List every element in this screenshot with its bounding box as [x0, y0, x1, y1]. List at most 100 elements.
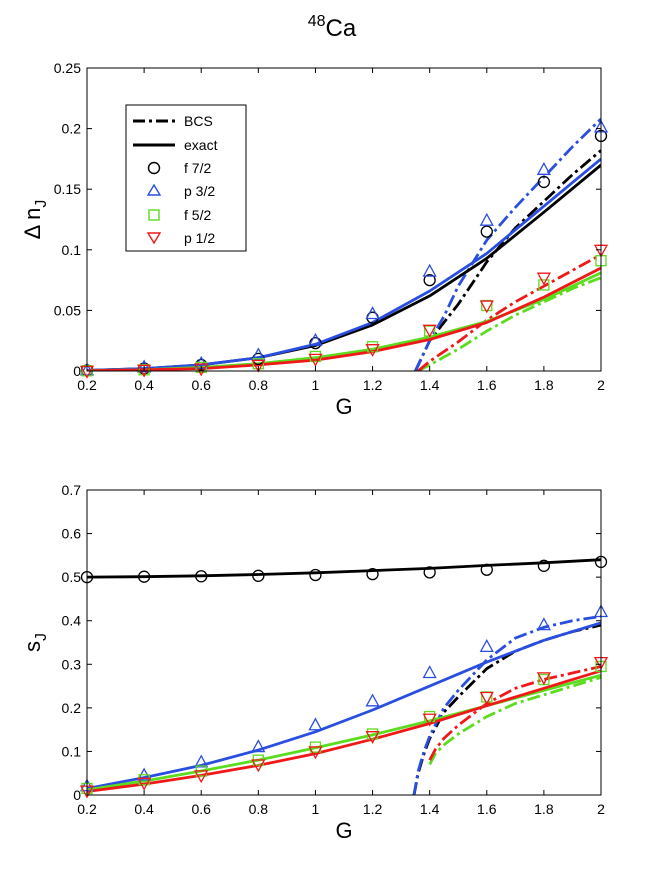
delta-n-ylabel-sub: J	[33, 200, 50, 208]
entropy-ylabel-sub: J	[33, 633, 50, 641]
entropy-exact-p12-line	[87, 669, 601, 793]
delta-n-p32-point-5	[365, 306, 380, 320]
entropy-p32-point-3	[251, 739, 266, 753]
entropy-f72-point-2	[195, 570, 208, 583]
delta-n-xtick-label-4: 1	[312, 377, 320, 393]
delta-n-bcs-p12-line	[417, 253, 601, 371]
delta-n-xtick-label-8: 1.8	[534, 377, 554, 393]
delta-n-f52-point-8	[538, 279, 550, 291]
delta-n-p32-point-7	[479, 212, 494, 226]
entropy-f72-point-3	[252, 569, 265, 582]
figure-title: 48Ca	[308, 13, 357, 42]
delta-n-xtick-label-5: 1.2	[363, 377, 383, 393]
delta-n-xtick-label-1: 0.4	[134, 377, 154, 393]
legend-f72-label: f 7/2	[184, 160, 211, 176]
delta-n-xtick-label-0: 0.2	[77, 377, 97, 393]
entropy-p32-point-8	[536, 617, 551, 631]
entropy-ytick-label-3: 0.3	[62, 656, 82, 672]
delta-n-xtick-label-9: 2	[597, 377, 605, 393]
entropy-p32-point-6	[422, 665, 437, 679]
delta-n-p12-point-2	[194, 363, 209, 377]
legend-bcs-label: BCS	[184, 113, 213, 129]
entropy-xtick-label-3: 0.8	[249, 801, 269, 817]
entropy-panel: 0.2 0.4 0.6 0.8 1 1.2 1.4 1.6 1.8 2 0 0.1 0.2 0.3 0.4 0…	[20, 482, 609, 843]
delta-n-xlabel: G	[335, 394, 352, 419]
entropy-plot-area	[87, 558, 601, 795]
entropy-bcs-f52-line	[428, 676, 601, 766]
delta-n-p32-point-6	[422, 263, 437, 277]
entropy-ylabel: sJ	[20, 633, 50, 652]
legend-p32-label: p 3/2	[184, 183, 215, 199]
entropy-p32-point-4	[308, 717, 323, 731]
entropy-ytick-label-1: 0.1	[62, 743, 82, 759]
entropy-exact-f72-line	[87, 558, 601, 579]
delta-n-p32-point-4	[308, 332, 323, 346]
entropy-xtick-label-8: 1.8	[534, 801, 554, 817]
entropy-xtick-label-1: 0.4	[134, 801, 154, 817]
entropy-p12-point-1	[137, 777, 152, 791]
delta-n-ytick-label-0: 0	[73, 363, 81, 379]
title-element: Ca	[326, 15, 357, 42]
entropy-f72-point-1	[137, 570, 151, 583]
entropy-ytick-label-0: 0	[73, 787, 81, 803]
legend-p32-marker	[146, 183, 162, 196]
legend-f72-marker	[147, 161, 161, 175]
legend-p12-marker	[146, 232, 162, 245]
delta-n-axes-frame	[86, 67, 602, 372]
entropy-ytick-label-4: 0.4	[62, 613, 82, 629]
delta-n-p12-point-3	[251, 359, 266, 373]
delta-n-ytick-label-4: 0.2	[62, 121, 82, 137]
entropy-p12-point-5	[365, 731, 380, 745]
delta-n-exact-p32-line	[87, 157, 601, 371]
delta-n-f52-point-2	[195, 361, 207, 374]
entropy-xtick-label-0: 0.2	[77, 801, 97, 817]
delta-n-p12-point-5	[365, 344, 380, 358]
delta-n-panel: 0.2 0.4 0.6 0.8 1 1.2 1.4 1.6 1.8 2 0 0.05 0.1 0.15 0.…	[20, 60, 609, 419]
delta-n-p12-point-7	[479, 300, 494, 314]
delta-n-xtick-label-3: 0.8	[249, 377, 269, 393]
delta-n-ylabel-main: Δ n	[20, 208, 45, 240]
legend-exact-label: exact	[184, 137, 218, 153]
delta-n-ytick-label-5: 0.25	[54, 60, 81, 76]
delta-n-p32-point-3	[251, 347, 266, 361]
entropy-f72-point-4	[309, 568, 322, 582]
delta-n-bcs-f52-line	[417, 276, 601, 371]
delta-n-xtick-label-7: 1.6	[477, 377, 497, 393]
entropy-p12-point-4	[308, 746, 323, 760]
delta-n-f72-point-8	[537, 175, 551, 189]
entropy-f72-point-8	[537, 559, 551, 572]
legend-f52-marker	[148, 209, 160, 221]
entropy-xtick-label-6: 1.4	[420, 801, 440, 817]
entropy-ytick-label-2: 0.2	[62, 700, 82, 716]
delta-n-ylabel: Δ nJ	[20, 200, 50, 240]
entropy-xtick-label-5: 1.2	[363, 801, 383, 817]
entropy-bcs-p32-line	[412, 615, 601, 795]
legend-box	[125, 104, 247, 252]
delta-n-p32-point-0	[79, 362, 95, 376]
entropy-ytick-label-5: 0.5	[62, 569, 82, 585]
delta-n-p32-point-1	[137, 359, 152, 373]
delta-n-ytick-label-2: 0.1	[62, 242, 82, 258]
entropy-xlabel: G	[335, 818, 352, 843]
entropy-f72-point-6	[423, 566, 436, 579]
entropy-xtick-label-2: 0.6	[191, 801, 211, 817]
entropy-f72-point-5	[366, 567, 379, 581]
legend-p12-label: p 1/2	[184, 230, 215, 246]
delta-n-p12-point-4	[308, 353, 323, 367]
entropy-ytick-label-6: 0.6	[62, 526, 82, 542]
delta-n-f72-point-7	[480, 225, 493, 238]
entropy-p12-point-7	[479, 691, 494, 705]
delta-n-p32-point-8	[536, 161, 551, 175]
entropy-xtick-label-7: 1.6	[477, 801, 497, 817]
title-mass-number: 48	[308, 13, 326, 30]
delta-n-exact-p12-line	[87, 266, 601, 371]
delta-n-xtick-label-6: 1.4	[420, 377, 440, 393]
entropy-exact-p32-line	[87, 621, 601, 790]
entropy-p32-point-2	[194, 754, 209, 768]
entropy-p32-point-7	[479, 638, 494, 653]
entropy-xtick-label-4: 1	[312, 801, 320, 817]
entropy-ytick-label-7: 0.7	[62, 482, 82, 498]
entropy-axes-frame	[86, 489, 602, 796]
legend: BCS exact f 7/2 p 3/2 f 5/2 p 1/2	[125, 104, 247, 252]
entropy-p12-point-3	[251, 759, 266, 773]
